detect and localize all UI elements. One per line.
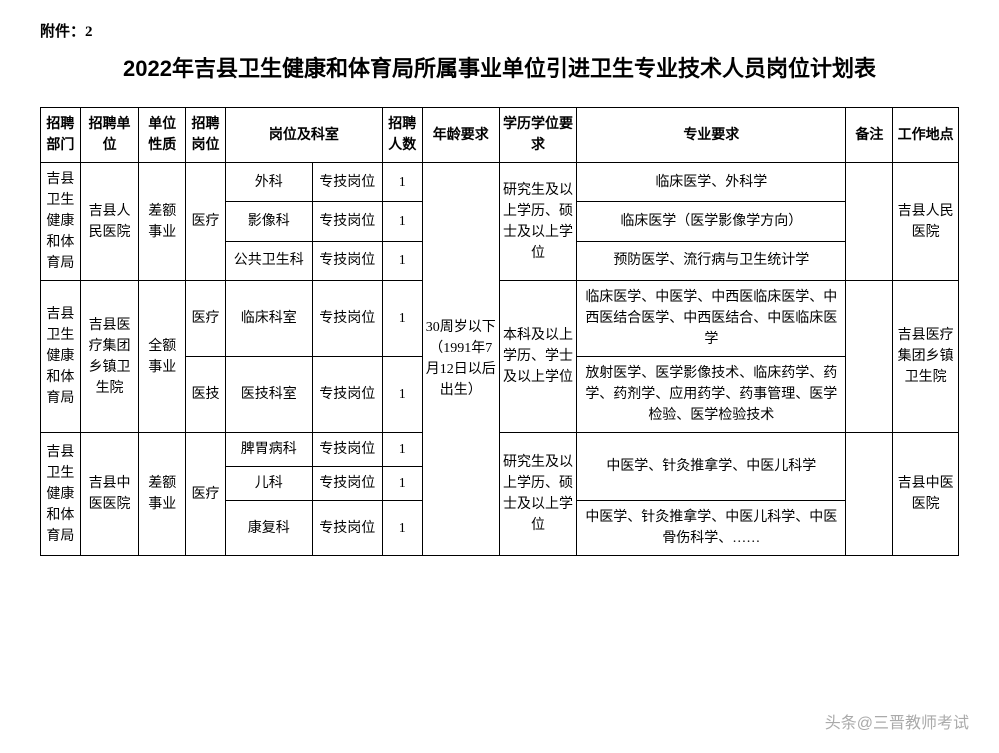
cell-count: 1 (382, 163, 422, 202)
cell-location: 吉县中医医院 (893, 433, 959, 556)
cell-ptype: 专技岗位 (312, 163, 382, 202)
cell-major: 预防医学、流行病与卫生统计学 (577, 241, 846, 280)
cell-count: 1 (382, 467, 422, 501)
cell-major: 中医学、针灸推拿学、中医儿科学、中医骨伤科学、…… (577, 501, 846, 556)
plan-table: 招聘部门 招聘单位 单位性质 招聘岗位 岗位及科室 招聘人数 年龄要求 学历学位… (40, 107, 959, 556)
cell-nature: 差额事业 (139, 163, 186, 281)
cell-unit: 吉县人民医院 (80, 163, 139, 281)
cell-ptype: 专技岗位 (312, 202, 382, 241)
cell-remark (846, 163, 893, 281)
th-position-section: 岗位及科室 (225, 108, 382, 163)
th-count: 招聘人数 (382, 108, 422, 163)
table-row: 吉县卫生健康和体育局 吉县中医医院 差额事业 医疗 脾胃病科 专技岗位 1 研究… (41, 433, 959, 467)
cell-location: 吉县医疗集团乡镇卫生院 (893, 281, 959, 433)
cell-section: 儿科 (225, 467, 312, 501)
cell-post: 医疗 (186, 281, 226, 357)
cell-section: 临床科室 (225, 281, 312, 357)
cell-ptype: 专技岗位 (312, 501, 382, 556)
cell-post: 医技 (186, 357, 226, 433)
cell-count: 1 (382, 501, 422, 556)
cell-remark (846, 433, 893, 556)
cell-section: 影像科 (225, 202, 312, 241)
th-remark: 备注 (846, 108, 893, 163)
cell-ptype: 专技岗位 (312, 467, 382, 501)
cell-post: 医疗 (186, 163, 226, 281)
cell-ptype: 专技岗位 (312, 357, 382, 433)
cell-ptype: 专技岗位 (312, 241, 382, 280)
attachment-label: 附件：2 (40, 20, 959, 41)
cell-section: 康复科 (225, 501, 312, 556)
cell-edu: 研究生及以上学历、硕士及以上学位 (499, 433, 576, 556)
table-header-row: 招聘部门 招聘单位 单位性质 招聘岗位 岗位及科室 招聘人数 年龄要求 学历学位… (41, 108, 959, 163)
cell-major: 临床医学（医学影像学方向） (577, 202, 846, 241)
cell-major: 放射医学、医学影像技术、临床药学、药学、药剂学、应用药学、药事管理、医学检验、医… (577, 357, 846, 433)
cell-nature: 全额事业 (139, 281, 186, 433)
th-age: 年龄要求 (422, 108, 499, 163)
cell-count: 1 (382, 202, 422, 241)
cell-count: 1 (382, 241, 422, 280)
th-post: 招聘岗位 (186, 108, 226, 163)
th-major: 专业要求 (577, 108, 846, 163)
cell-section: 外科 (225, 163, 312, 202)
cell-edu: 本科及以上学历、学士及以上学位 (499, 281, 576, 433)
cell-unit: 吉县医疗集团乡镇卫生院 (80, 281, 139, 433)
cell-post: 医疗 (186, 433, 226, 556)
cell-section: 脾胃病科 (225, 433, 312, 467)
cell-nature: 差额事业 (139, 433, 186, 556)
th-location: 工作地点 (893, 108, 959, 163)
cell-location: 吉县人民医院 (893, 163, 959, 281)
th-unit: 招聘单位 (80, 108, 139, 163)
cell-major: 临床医学、外科学 (577, 163, 846, 202)
cell-section: 医技科室 (225, 357, 312, 433)
cell-section: 公共卫生科 (225, 241, 312, 280)
cell-remark (846, 281, 893, 433)
th-nature: 单位性质 (139, 108, 186, 163)
cell-dept: 吉县卫生健康和体育局 (41, 433, 81, 556)
cell-major: 中医学、针灸推拿学、中医儿科学 (577, 433, 846, 501)
cell-ptype: 专技岗位 (312, 281, 382, 357)
cell-dept: 吉县卫生健康和体育局 (41, 281, 81, 433)
table-row: 吉县卫生健康和体育局 吉县医疗集团乡镇卫生院 全额事业 医疗 临床科室 专技岗位… (41, 281, 959, 357)
watermark: 头条@三晋教师考试 (825, 709, 969, 733)
th-edu: 学历学位要求 (499, 108, 576, 163)
cell-major: 临床医学、中医学、中西医临床医学、中西医结合医学、中西医结合、中医临床医学 (577, 281, 846, 357)
cell-count: 1 (382, 357, 422, 433)
cell-age: 30周岁以下（1991年7月12日以后出生） (422, 163, 499, 556)
cell-dept: 吉县卫生健康和体育局 (41, 163, 81, 281)
cell-count: 1 (382, 433, 422, 467)
th-dept: 招聘部门 (41, 108, 81, 163)
table-row: 吉县卫生健康和体育局 吉县人民医院 差额事业 医疗 外科 专技岗位 1 30周岁… (41, 163, 959, 202)
cell-ptype: 专技岗位 (312, 433, 382, 467)
page-title: 2022年吉县卫生健康和体育局所属事业单位引进卫生专业技术人员岗位计划表 (40, 51, 959, 83)
cell-unit: 吉县中医医院 (80, 433, 139, 556)
cell-edu: 研究生及以上学历、硕士及以上学位 (499, 163, 576, 281)
cell-count: 1 (382, 281, 422, 357)
